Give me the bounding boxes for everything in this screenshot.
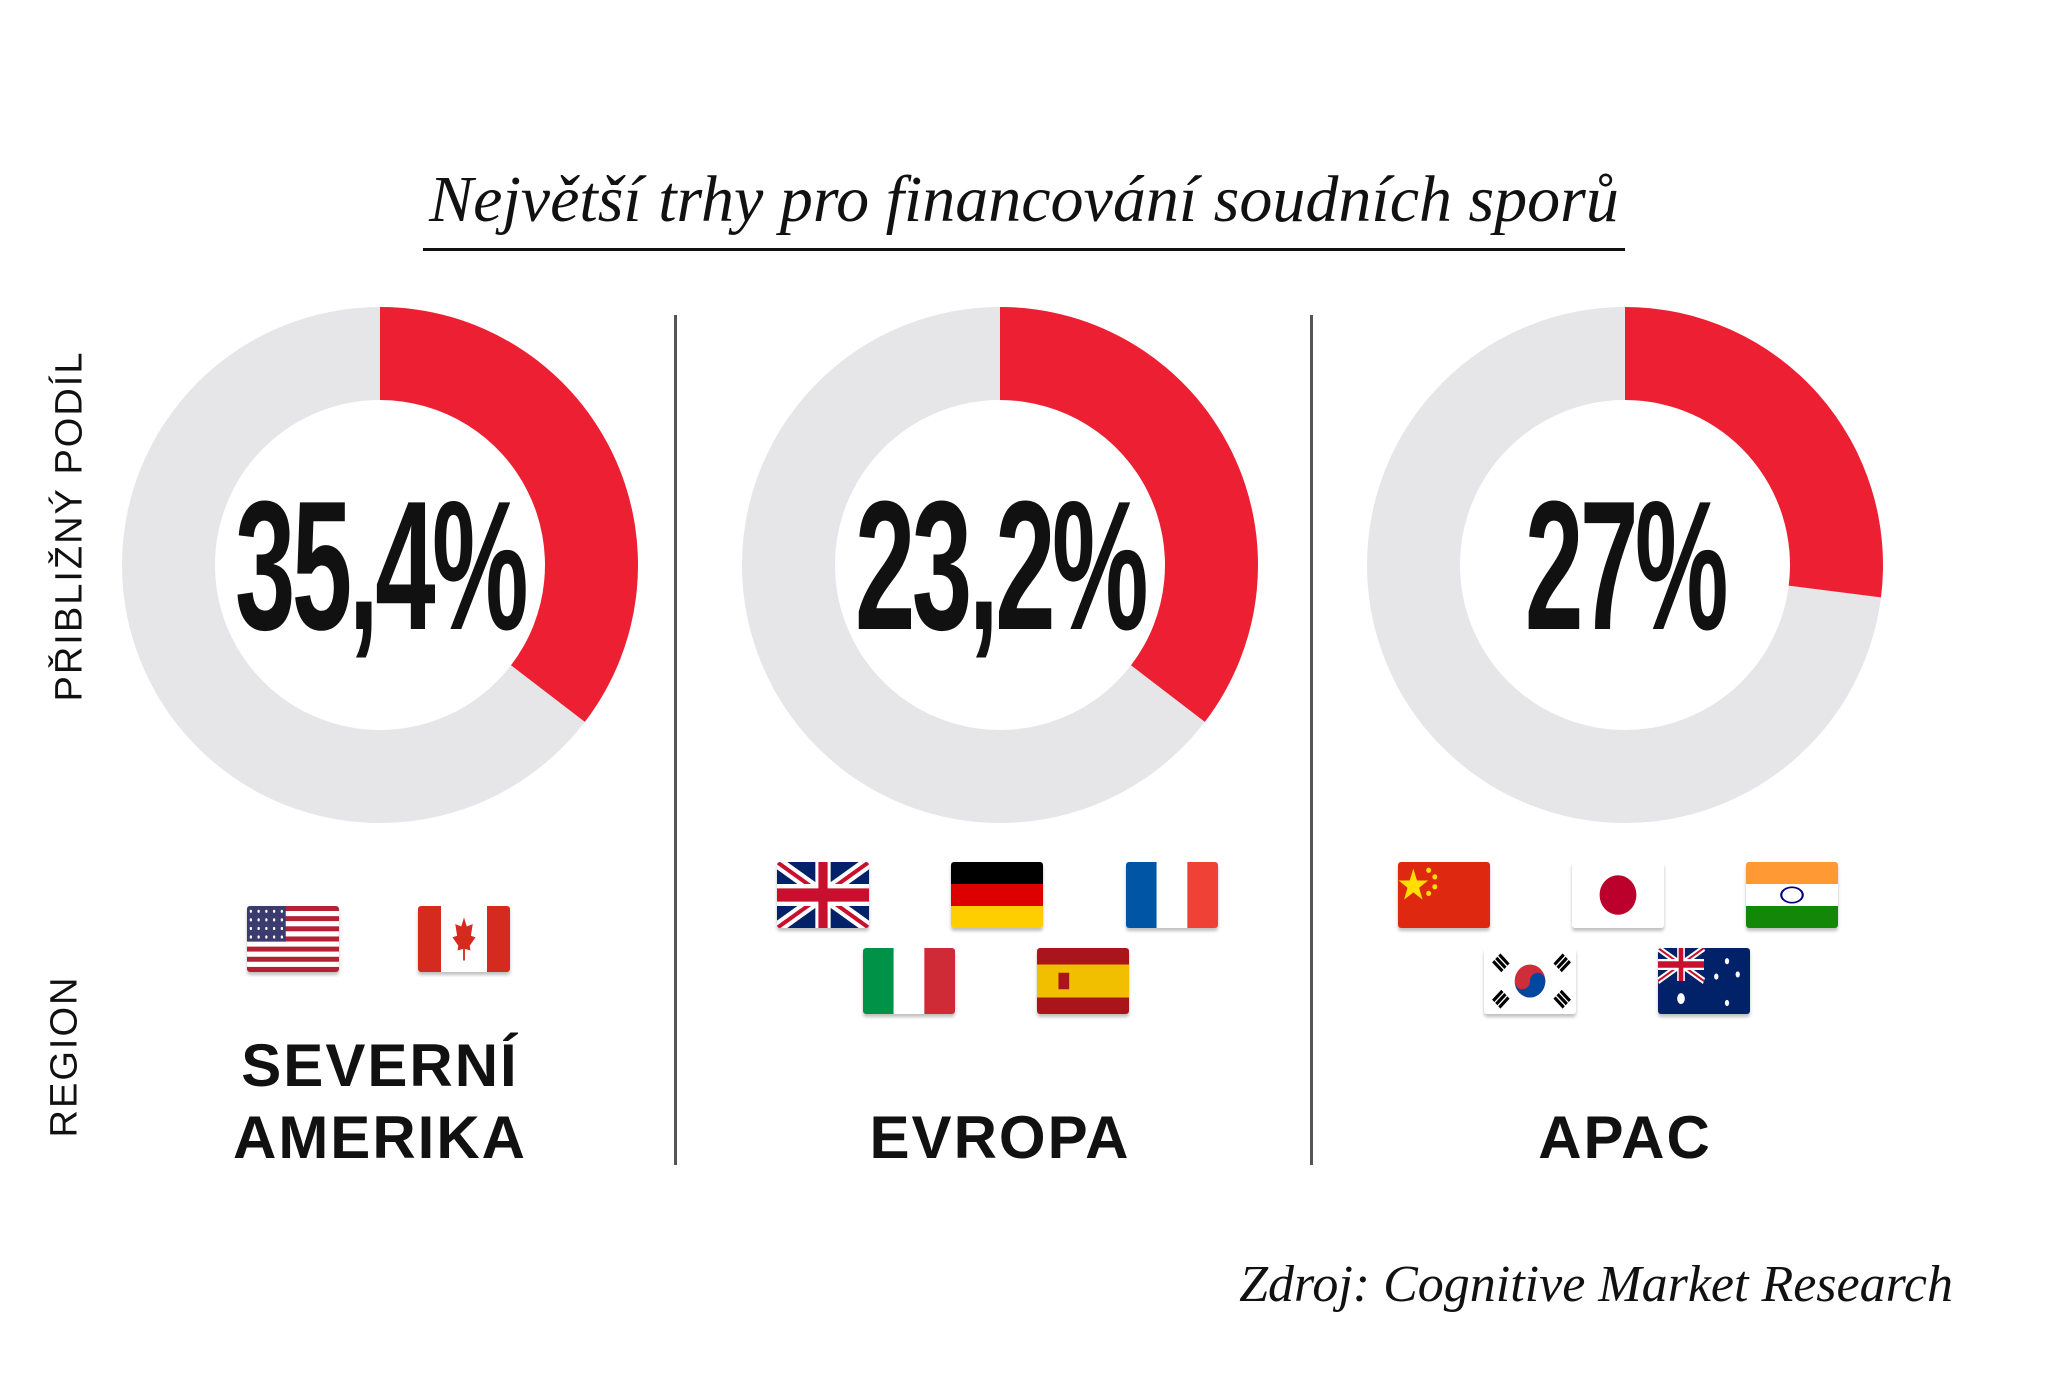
- donut-segment: [1000, 307, 1258, 722]
- donut-segment: [380, 307, 639, 722]
- donut-value-label: 23,2%: [855, 462, 1146, 668]
- region-label-line: AMERIKA: [233, 1104, 527, 1171]
- donut-severní-amerika: 35,4%: [122, 307, 639, 823]
- flag-spain-icon: [1037, 948, 1129, 1014]
- flag-japan-icon: [1572, 862, 1664, 928]
- region-label-line: SEVERNÍ: [241, 1032, 519, 1099]
- donut-value-label: 35,4%: [235, 462, 526, 668]
- donut-evropa: 23,2%: [742, 307, 1258, 823]
- region-label: SEVERNÍ AMERIKA: [130, 1030, 630, 1174]
- donut-apac: 27%: [1367, 307, 1883, 823]
- flag-canada-icon: [418, 906, 510, 972]
- region-label: EVROPA: [750, 1102, 1250, 1174]
- region-label-line: EVROPA: [869, 1104, 1131, 1171]
- donut-segment: [1625, 307, 1883, 598]
- divider-1: [674, 315, 677, 1165]
- flag-south-korea-icon: [1484, 948, 1576, 1014]
- donut-charts: 35,4% 23,2% 27%: [122, 307, 1883, 823]
- divider-2: [1310, 315, 1313, 1165]
- region-label-line: APAC: [1538, 1104, 1712, 1171]
- region-label: APAC: [1375, 1102, 1875, 1174]
- flag-italy-icon: [863, 948, 955, 1014]
- chart-title-text: Největší trhy pro financování soudních s…: [423, 160, 1625, 251]
- donut-value-label: 27%: [1525, 462, 1726, 668]
- flag-india-icon: [1746, 862, 1838, 928]
- flag-germany-icon: [951, 862, 1043, 928]
- chart-title: Největší trhy pro financování soudních s…: [0, 160, 2048, 251]
- flag-usa-icon: [247, 906, 339, 972]
- source-note: Zdroj: Cognitive Market Research: [1239, 1256, 1953, 1313]
- flag-france-icon: [1126, 862, 1218, 928]
- flag-united-kingdom-icon: [777, 862, 869, 928]
- axis-label-region: REGION: [43, 975, 86, 1138]
- flag-china-icon: [1398, 862, 1490, 928]
- flag-australia-icon: [1658, 948, 1750, 1014]
